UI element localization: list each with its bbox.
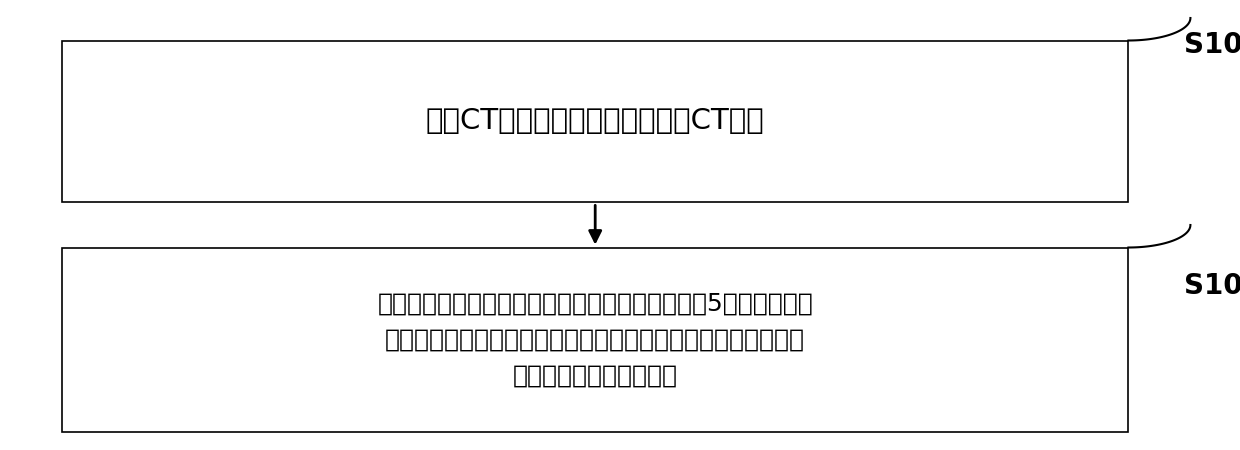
- Text: S102: S102: [1184, 272, 1240, 300]
- FancyBboxPatch shape: [62, 248, 1128, 432]
- Text: S101: S101: [1184, 31, 1240, 59]
- Text: 采用CT机先进行患者的定位像和CT平扫: 采用CT机先进行患者的定位像和CT平扫: [425, 108, 765, 135]
- Text: 然后进行灌注和能谱增强扫描，整个扫描期相分为5段，第一段和
第三段是灌注扫描，第二、四和五段是能谱增强扫描，一次扫描
同时获得灌注和能谱图像: 然后进行灌注和能谱增强扫描，整个扫描期相分为5段，第一段和 第三段是灌注扫描，第…: [377, 292, 813, 388]
- FancyBboxPatch shape: [62, 40, 1128, 202]
